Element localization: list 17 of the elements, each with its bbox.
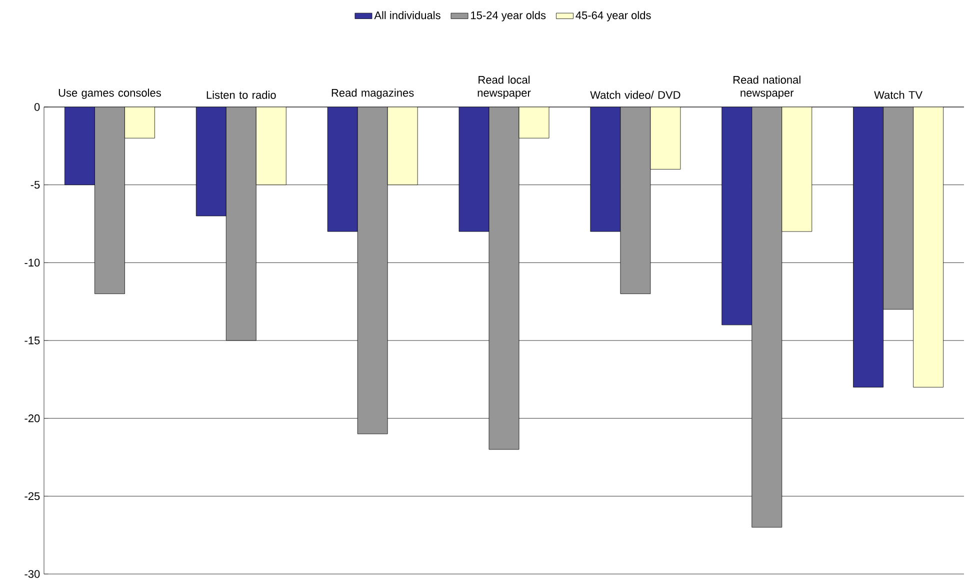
y-tick-label: 0 xyxy=(34,103,40,111)
y-tick-label: -10 xyxy=(24,258,40,267)
legend-label: All individuals xyxy=(374,11,440,20)
x-tick-label: Read local newspaper xyxy=(478,76,531,99)
y-tick-label: -30 xyxy=(24,570,40,578)
x-tick-label: Use games consoles xyxy=(58,88,161,99)
y-tick-label: -15 xyxy=(24,336,40,344)
x-tick-label: Read national newspaper xyxy=(734,76,800,99)
y-tick-label: -5 xyxy=(30,180,40,189)
x-tick-label: Listen to radio xyxy=(206,90,276,99)
x-tick-label: Watch video/ DVD xyxy=(590,90,680,99)
legend-label: 15-24 year olds xyxy=(471,11,546,22)
y-tick-label: -25 xyxy=(24,492,40,500)
x-tick-label: Read magazines xyxy=(332,88,414,99)
legend-label: 45-64 year olds xyxy=(576,11,651,22)
x-tick-label: Watch TV xyxy=(874,90,922,99)
y-tick-label: -20 xyxy=(24,414,40,422)
